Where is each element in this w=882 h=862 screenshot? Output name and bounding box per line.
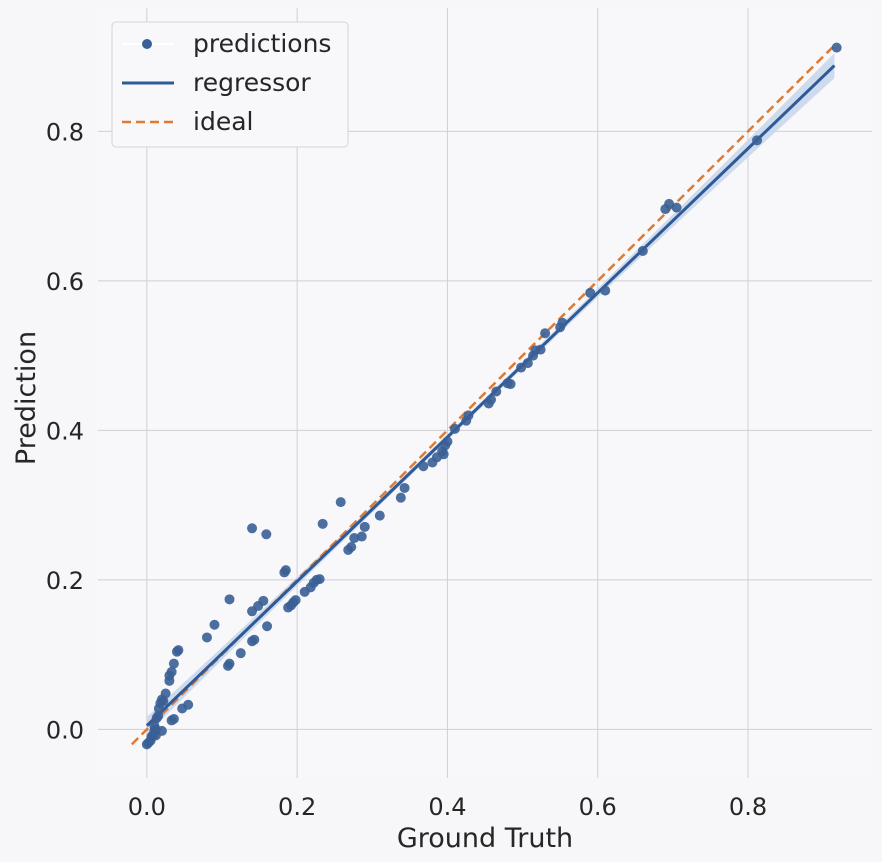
prediction-point	[557, 317, 568, 328]
prediction-point	[505, 379, 516, 390]
legend-ideal-label: ideal	[193, 107, 253, 136]
legend-predictions-marker	[142, 39, 152, 49]
prediction-points	[141, 42, 842, 750]
legend: predictions regressor ideal	[111, 21, 349, 148]
prediction-point	[637, 245, 648, 256]
y-tick-label: 0.0	[46, 716, 84, 744]
grid	[98, 8, 872, 778]
y-axis-ticks: 0.0 0.2 0.4 0.6 0.8	[46, 118, 84, 744]
prediction-point	[449, 423, 460, 434]
y-tick-label: 0.2	[46, 567, 84, 595]
prediction-point	[374, 510, 385, 521]
prediction-point	[249, 634, 260, 645]
prediction-point	[664, 198, 675, 209]
prediction-point	[209, 619, 220, 630]
prediction-point	[150, 730, 161, 741]
prediction-point	[395, 492, 406, 503]
prediction-point	[540, 328, 551, 339]
x-tick-label: 0.2	[278, 793, 316, 821]
prediction-point	[486, 394, 497, 405]
prediction-point	[585, 287, 596, 298]
y-tick-label: 0.6	[46, 268, 84, 296]
prediction-point	[752, 135, 763, 146]
prediction-point	[201, 632, 212, 643]
x-tick-label: 0.0	[128, 793, 166, 821]
prediction-point	[671, 202, 682, 213]
prediction-point	[522, 358, 533, 369]
prediction-point	[183, 699, 194, 710]
prediction-point	[173, 645, 184, 656]
x-tick-label: 0.6	[579, 793, 617, 821]
x-tick-label: 0.4	[428, 793, 466, 821]
prediction-point	[224, 594, 235, 605]
prediction-point	[224, 658, 235, 669]
legend-predictions-label: predictions	[193, 29, 331, 58]
prediction-point	[280, 565, 291, 576]
prediction-point	[317, 518, 328, 529]
prediction-point	[153, 710, 164, 721]
prediction-point	[168, 713, 179, 724]
x-axis-title: Ground Truth	[397, 823, 573, 854]
prediction-point	[442, 436, 453, 447]
prediction-point	[335, 497, 346, 508]
y-tick-label: 0.8	[46, 118, 84, 146]
prediction-point	[535, 344, 546, 355]
ideal-line	[130, 42, 838, 746]
legend-regressor-label: regressor	[193, 68, 311, 97]
prediction-point	[346, 542, 357, 552]
prediction-point	[438, 449, 449, 460]
prediction-point	[399, 482, 410, 493]
x-tick-label: 0.8	[729, 793, 767, 821]
prediction-point	[356, 531, 367, 542]
x-axis-ticks: 0.0 0.2 0.4 0.6 0.8	[128, 793, 767, 821]
prediction-point	[418, 461, 429, 472]
prediction-point	[166, 666, 177, 677]
prediction-point	[160, 688, 171, 699]
prediction-point	[247, 523, 258, 534]
y-tick-label: 0.4	[46, 417, 84, 445]
prediction-point	[258, 595, 269, 606]
y-axis-title: Prediction	[11, 331, 42, 465]
prediction-point	[168, 658, 179, 669]
legend-box	[111, 21, 349, 148]
prediction-point	[463, 410, 474, 421]
prediction-point	[831, 42, 842, 53]
prediction-point	[235, 648, 246, 659]
prediction-point	[491, 386, 502, 397]
prediction-point	[359, 521, 370, 532]
prediction-point	[261, 529, 272, 540]
ideal-line-layer	[130, 42, 838, 746]
prediction-point	[349, 533, 360, 544]
prediction-point	[314, 574, 325, 585]
prediction-point	[262, 621, 273, 632]
prediction-point	[600, 285, 611, 296]
prediction-point	[290, 595, 301, 606]
